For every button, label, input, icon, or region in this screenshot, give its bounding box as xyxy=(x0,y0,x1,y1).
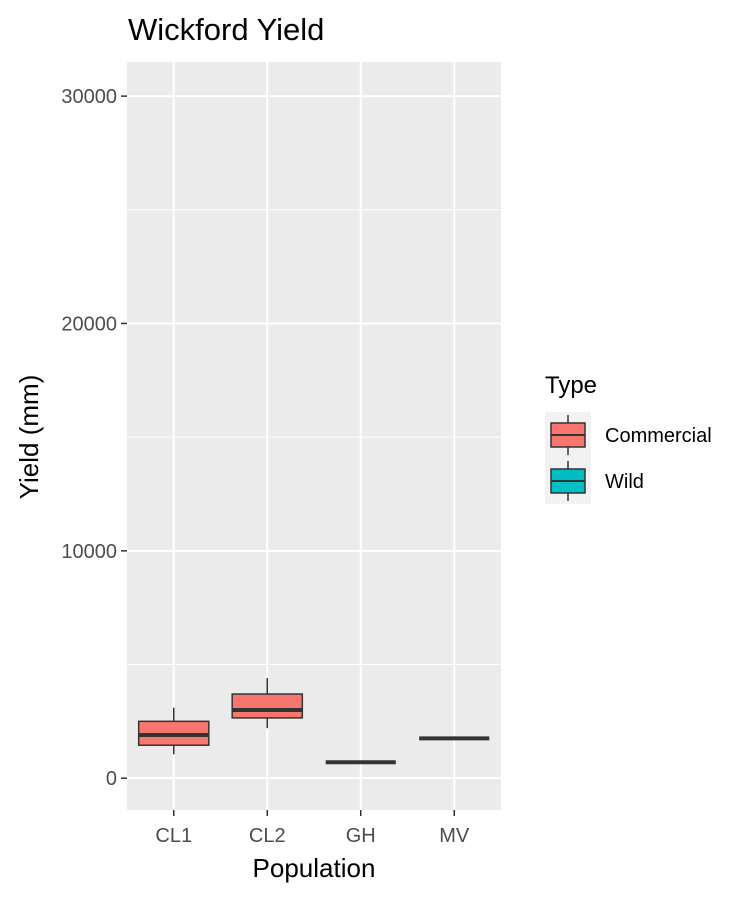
legend-title: Type xyxy=(545,372,597,399)
box-layer xyxy=(137,678,490,765)
y-tick-label: 20000 xyxy=(61,313,117,335)
legend: Type Commercial Wild xyxy=(545,372,712,504)
y-tick-label: 30000 xyxy=(61,86,117,108)
x-tick-label: CL2 xyxy=(249,825,286,847)
x-axis-title: Population xyxy=(253,853,376,883)
x-tick-label: MV xyxy=(439,825,470,847)
y-tick-label: 10000 xyxy=(61,541,117,563)
x-tick-label: CL1 xyxy=(155,825,192,847)
legend-label: Wild xyxy=(605,471,644,493)
x-tick-label: GH xyxy=(346,825,376,847)
axes: 0 10000 20000 30000 CL1 CL2 GH MV xyxy=(61,86,470,847)
legend-label: Commercial xyxy=(605,425,712,447)
y-tick-label: 0 xyxy=(106,768,117,790)
plot-panel xyxy=(127,62,501,810)
y-axis-title: Yield (mm) xyxy=(14,375,44,500)
chart-title: Wickford Yield xyxy=(128,12,324,47)
box-cl2 xyxy=(231,693,304,719)
